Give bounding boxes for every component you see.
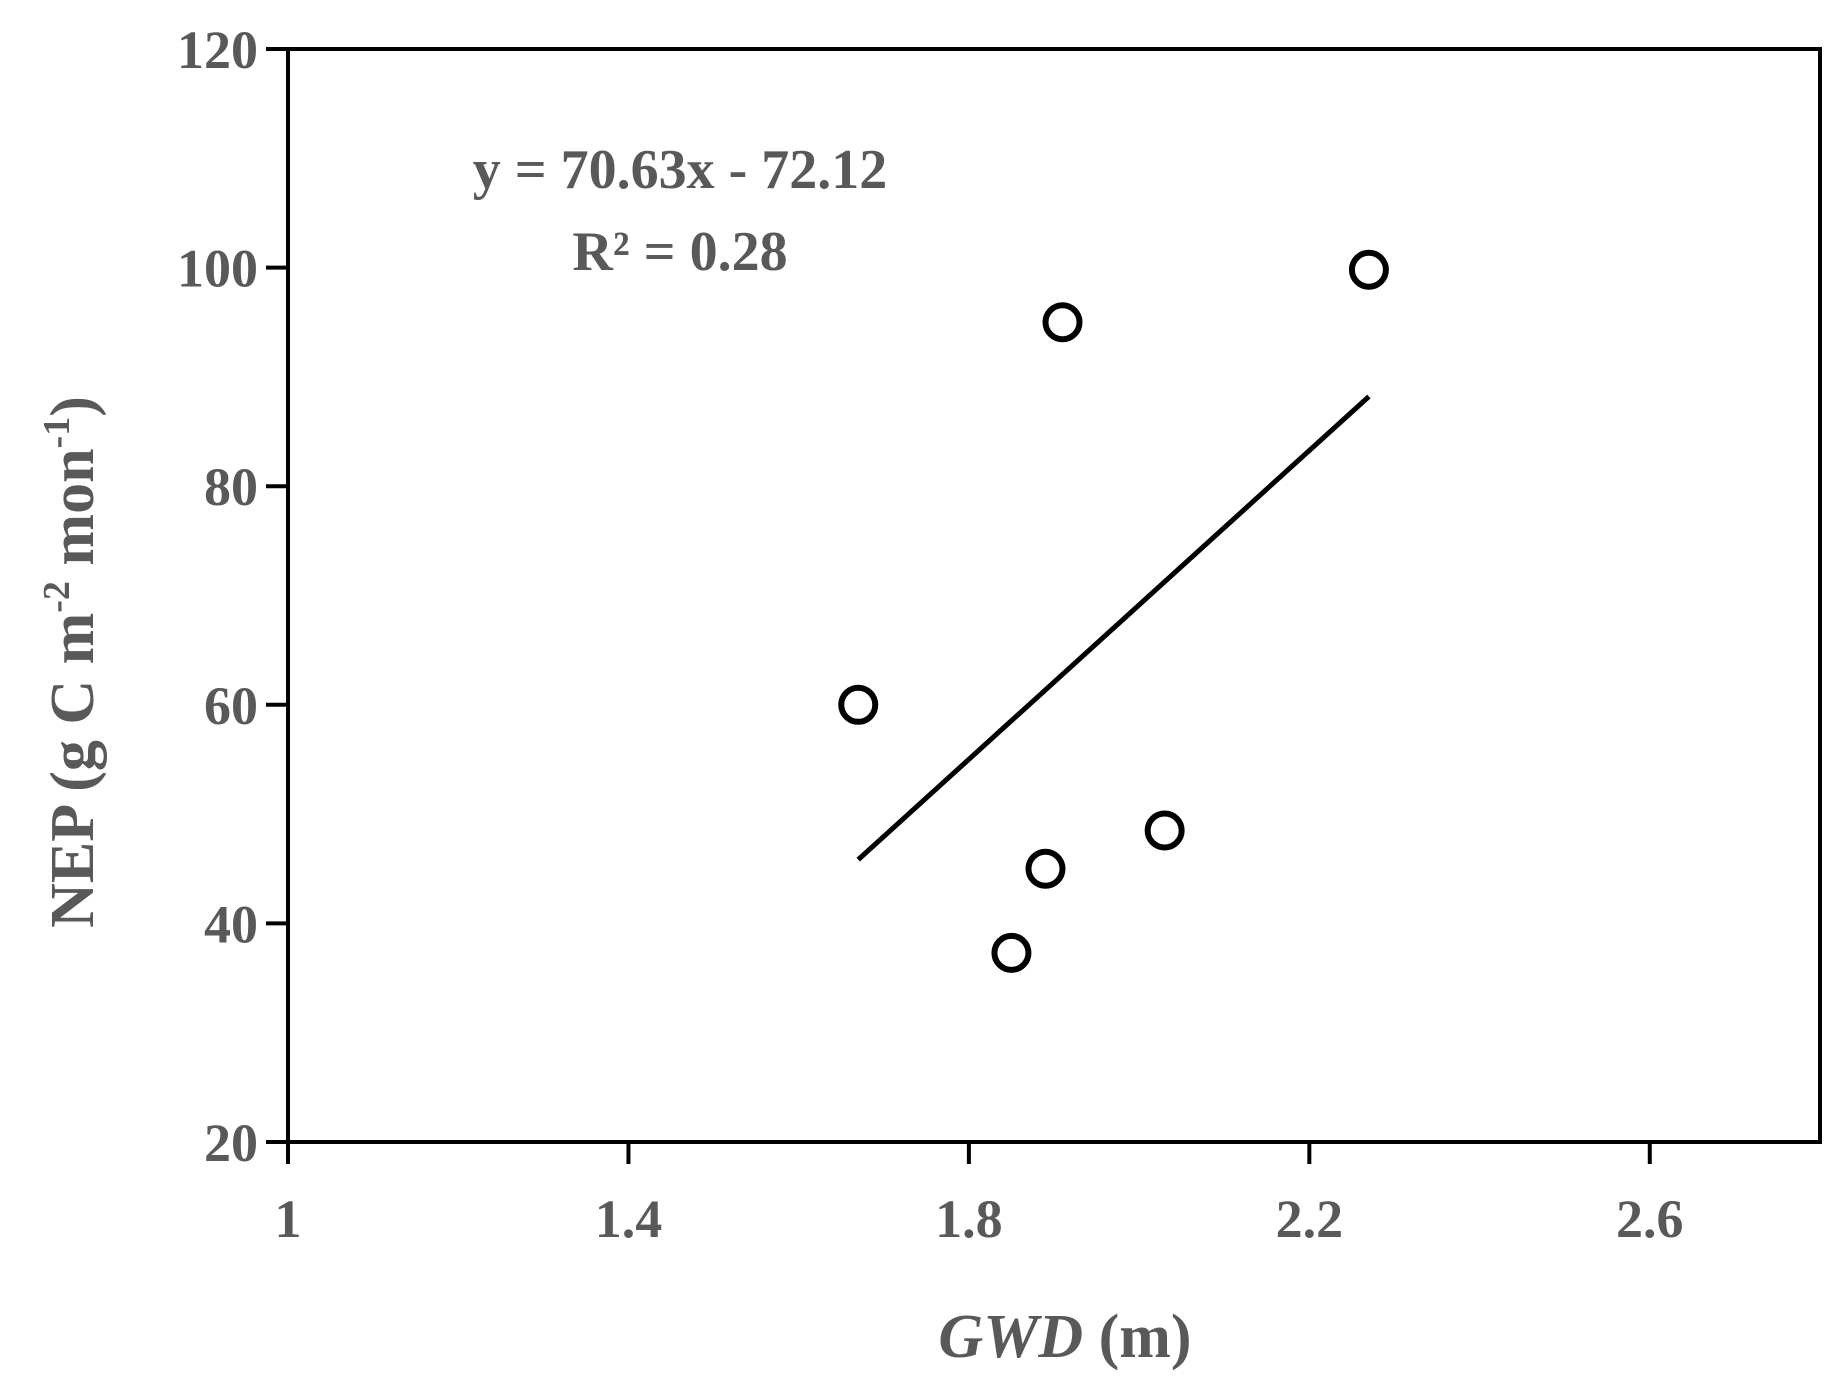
trendline [856, 394, 1371, 862]
data-point [1025, 848, 1066, 889]
regression-equation: y = 70.63x - 72.12 [473, 139, 888, 201]
data-point [838, 684, 879, 725]
x-axis-title: GWD (m) [938, 1303, 1191, 1371]
data-point [1348, 249, 1389, 290]
x-axis-title-variable: GWD [938, 1303, 1083, 1371]
y-tick-label: 60 [204, 676, 258, 736]
x-axis-ticks: 1 1.4 1.8 2.2 2.6 [275, 1142, 1684, 1249]
y-tick-label: 100 [177, 239, 258, 299]
x-tick-label: 1 [275, 1189, 302, 1249]
x-tick-label: 2.6 [1616, 1189, 1684, 1249]
data-points [838, 249, 1389, 973]
y-tick-label: 20 [204, 1113, 258, 1173]
plot-border [286, 47, 1822, 1144]
y-axis-title: NEP (g C m-2 mon-1) [36, 396, 107, 928]
x-axis-title-unit: (m) [1083, 1303, 1191, 1371]
y-tick-label: 40 [204, 894, 258, 954]
y-axis-title-exp2: -1 [36, 417, 78, 449]
y-axis-title-exp1: -2 [36, 581, 78, 613]
y-axis-ticks: 20 40 60 80 100 120 [177, 20, 288, 1173]
plot-frame [286, 47, 1822, 1144]
x-tick-label: 2.2 [1276, 1189, 1344, 1249]
x-tick-label: 1.8 [935, 1189, 1003, 1249]
r-squared-label: R² = 0.28 [572, 221, 787, 283]
data-point [991, 932, 1032, 973]
y-axis-title-end: ) [39, 396, 107, 417]
trendline-group [856, 394, 1371, 862]
y-axis-title-base: NEP (g C m [39, 613, 107, 928]
data-point [1144, 810, 1185, 851]
data-point [1042, 302, 1083, 343]
x-tick-label: 1.4 [595, 1189, 663, 1249]
y-axis-title-mid: mon [39, 448, 107, 581]
y-tick-label: 120 [177, 20, 258, 80]
y-tick-label: 80 [204, 457, 258, 517]
